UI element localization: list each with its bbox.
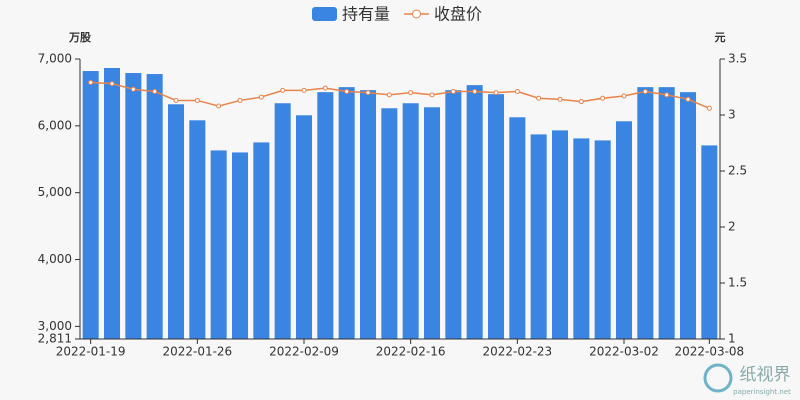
y2-tick-label: 1.5 <box>728 276 747 290</box>
legend-label: 收盘价 <box>434 5 482 24</box>
line-point <box>301 87 307 93</box>
x-tick-label: 2022-03-02 <box>589 345 659 359</box>
line-point <box>685 96 691 102</box>
y-tick-label: 4,000 <box>38 252 72 266</box>
legend: 持有量 收盘价 <box>312 5 482 24</box>
watermark-url: paperinsight.net <box>733 388 791 396</box>
bar <box>296 115 312 340</box>
bar <box>168 104 184 339</box>
bar <box>573 138 590 339</box>
bar <box>189 120 206 340</box>
bar <box>552 130 568 339</box>
bar <box>360 90 376 339</box>
legend-swatch-point <box>412 9 422 19</box>
line-point <box>429 92 435 98</box>
line-point <box>216 103 222 109</box>
line-point <box>386 92 392 98</box>
watermark: 纸视界 paperinsight.net <box>703 363 791 396</box>
x-tick-label: 2022-02-16 <box>376 345 446 359</box>
x-tick-label: 2022-02-09 <box>269 345 339 359</box>
line-point <box>408 90 414 96</box>
y-tick-label: 6,000 <box>38 118 72 132</box>
legend-swatch <box>312 7 337 21</box>
line-point <box>194 97 200 103</box>
bar <box>232 152 248 339</box>
watermark-logo <box>703 363 733 393</box>
y-tick-label: 2,811 <box>38 332 72 346</box>
line-point <box>173 97 179 103</box>
bar <box>594 140 611 339</box>
bar <box>530 134 547 339</box>
y2-tick-label: 3 <box>728 108 736 122</box>
y2-tick-label: 1 <box>728 332 736 346</box>
line-point <box>664 92 670 98</box>
y-tick-label: 3,000 <box>38 319 72 333</box>
bar <box>488 94 504 339</box>
bar <box>104 68 120 340</box>
bar <box>445 90 462 339</box>
line-point <box>621 93 627 99</box>
line-point <box>130 86 136 92</box>
line-point <box>450 88 456 94</box>
legend-label: 持有量 <box>342 5 390 24</box>
bar <box>338 87 355 339</box>
y2-tick-label: 2 <box>728 220 736 234</box>
bar <box>402 103 419 339</box>
line-point <box>600 95 606 101</box>
line-point <box>280 87 286 93</box>
x-tick-label: 2022-01-26 <box>162 345 232 359</box>
bar <box>210 150 227 339</box>
bar <box>125 73 142 339</box>
line-point <box>514 88 520 94</box>
bar <box>146 74 163 339</box>
bar <box>637 87 654 339</box>
line-point <box>536 95 542 101</box>
line-point <box>578 99 584 105</box>
line-point <box>88 80 94 86</box>
bar <box>424 107 440 339</box>
y-tick-label: 7,000 <box>38 52 72 66</box>
bar <box>253 142 270 339</box>
line-point <box>557 96 563 102</box>
x-tick-label: 2022-02-23 <box>482 345 552 359</box>
y2-tick-label: 3.5 <box>728 52 747 66</box>
bar <box>658 87 675 339</box>
line-point <box>365 90 371 96</box>
bar <box>381 108 398 339</box>
bar <box>509 117 526 340</box>
line-point <box>472 88 478 94</box>
line-point <box>258 94 264 100</box>
line-point <box>344 88 350 94</box>
bar <box>680 92 696 339</box>
line-point <box>109 81 115 87</box>
bar <box>274 103 291 339</box>
line <box>90 81 710 109</box>
bar <box>616 121 632 339</box>
bar <box>82 71 99 340</box>
line-point <box>237 97 243 103</box>
line-point <box>706 105 712 111</box>
bar <box>317 92 334 339</box>
line-point <box>493 90 499 96</box>
line-point <box>152 88 158 94</box>
bar <box>466 85 483 339</box>
watermark-name: 纸视界 <box>740 365 791 385</box>
x-tick-label: 2022-01-19 <box>56 345 126 359</box>
y2-unit: 元 <box>715 31 726 44</box>
x-tick-label: 2022-03-08 <box>674 345 744 359</box>
y-unit: 万股 <box>68 31 92 44</box>
y2-tick-label: 2.5 <box>728 164 747 178</box>
line-point <box>642 88 648 94</box>
bar <box>701 145 718 339</box>
y-tick-label: 5,000 <box>38 185 72 199</box>
line-point <box>322 85 328 91</box>
